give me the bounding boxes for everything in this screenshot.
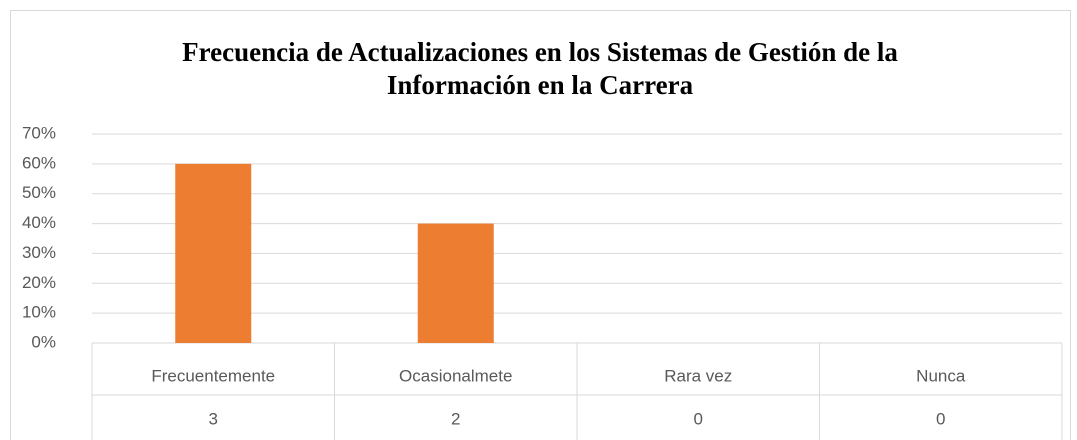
- chart-title: Frecuencia de Actualizaciones en los Sis…: [182, 37, 898, 67]
- y-tick-label: 10%: [22, 303, 56, 322]
- chart-border: [10, 10, 1071, 440]
- bar: [417, 223, 494, 343]
- table-value: 0: [936, 409, 945, 428]
- y-tick-label: 40%: [22, 213, 56, 232]
- x-tick-label: Frecuentemente: [151, 366, 275, 385]
- y-tick-label: 50%: [22, 183, 56, 202]
- chart-title: Información en la Carrera: [387, 70, 694, 100]
- table-value: 2: [451, 409, 460, 428]
- y-tick-label: 0%: [31, 332, 56, 351]
- x-tick-label: Ocasionalmete: [399, 366, 512, 385]
- table-value: 3: [209, 409, 218, 428]
- y-tick-label: 30%: [22, 243, 56, 262]
- x-tick-label: Rara vez: [664, 366, 732, 385]
- y-tick-label: 60%: [22, 153, 56, 172]
- y-tick-label: 20%: [22, 273, 56, 292]
- bar: [175, 163, 252, 343]
- table-value: 0: [694, 409, 703, 428]
- x-tick-label: Nunca: [916, 366, 966, 385]
- y-tick-label: 70%: [22, 123, 56, 142]
